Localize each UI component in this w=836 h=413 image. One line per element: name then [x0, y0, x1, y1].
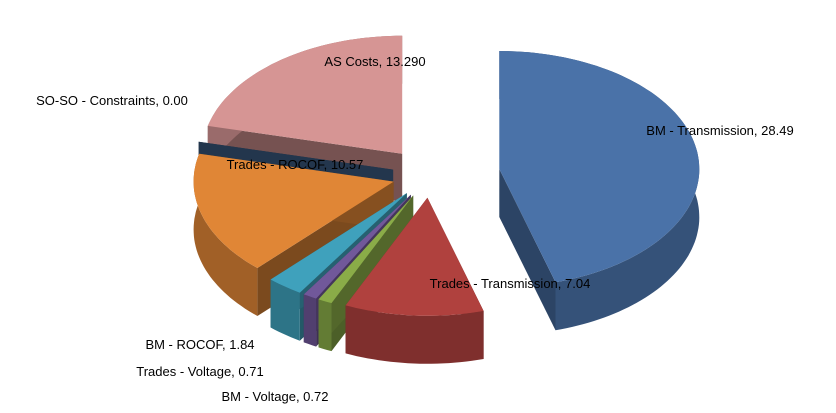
label-category: BM - Transmission — [646, 123, 754, 138]
data-label: Trades - ROCOF, 10.57 — [227, 157, 364, 172]
slice-side — [499, 169, 556, 331]
slice-side — [345, 305, 484, 364]
data-label: Trades - Transmission, 7.04 — [430, 276, 591, 291]
slice-top — [270, 193, 407, 293]
slice-side — [193, 153, 258, 316]
data-label: BM - Voltage, 0.72 — [222, 389, 329, 404]
label-separator: , — [222, 337, 229, 352]
data-label: BM - Transmission, 28.49 — [646, 123, 793, 138]
label-value: 0.00 — [163, 93, 188, 108]
slice-top — [499, 51, 700, 283]
slice-top — [207, 35, 403, 154]
label-category: Trades - Voltage — [136, 364, 231, 379]
label-value: 1.84 — [229, 337, 254, 352]
label-separator: , — [296, 389, 303, 404]
slice-side — [303, 294, 317, 347]
slice — [499, 51, 700, 331]
data-label: BM - ROCOF, 1.84 — [145, 337, 254, 352]
label-value: 0.72 — [303, 389, 328, 404]
slice-top — [303, 194, 411, 299]
slice-side — [270, 279, 300, 341]
data-label: Trades - Voltage, 0.71 — [136, 364, 263, 379]
data-label: SO-SO - Constraints, 0.00 — [36, 93, 188, 108]
label-value: 7.04 — [565, 276, 590, 291]
label-value: 28.49 — [761, 123, 794, 138]
label-category: Trades - Transmission — [430, 276, 558, 291]
label-separator: , — [324, 157, 331, 172]
label-separator: , — [231, 364, 238, 379]
label-separator: , — [558, 276, 565, 291]
label-value: 0.71 — [238, 364, 263, 379]
slice-side — [318, 195, 414, 348]
label-category: BM - Voltage — [222, 389, 296, 404]
label-value: 10.57 — [331, 157, 364, 172]
label-category: BM - ROCOF — [145, 337, 223, 352]
label-category: Trades - ROCOF — [227, 157, 326, 172]
label-separator: , — [155, 93, 162, 108]
slice-top — [193, 153, 394, 268]
slice-side — [318, 299, 332, 352]
label-separator: , — [379, 54, 386, 69]
slice-top — [345, 197, 484, 316]
label-category: AS Costs — [324, 54, 379, 69]
slice-top — [318, 195, 414, 304]
data-label: AS Costs, 13.290 — [324, 54, 425, 69]
label-separator: , — [754, 123, 761, 138]
label-category: SO-SO - Constraints — [36, 93, 156, 108]
slice — [345, 197, 484, 364]
label-value: 13.290 — [386, 54, 426, 69]
